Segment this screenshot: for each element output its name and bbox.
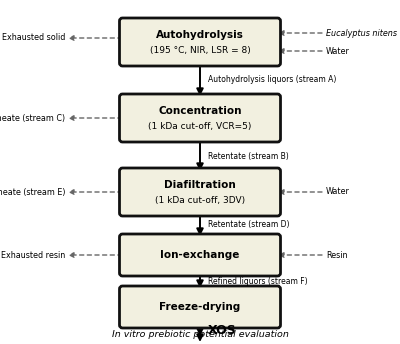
Text: Concentration: Concentration [158,106,242,116]
Text: Autohydrolysis: Autohydrolysis [156,30,244,40]
Text: (195 °C, NIR, LSR = 8): (195 °C, NIR, LSR = 8) [150,46,250,55]
FancyBboxPatch shape [120,234,280,276]
Text: Eucalyptus nitens wood: Eucalyptus nitens wood [326,29,400,37]
Text: (1 kDa cut-off, 3DV): (1 kDa cut-off, 3DV) [155,196,245,205]
Text: Ion-exchange: Ion-exchange [160,250,240,260]
FancyBboxPatch shape [120,94,280,142]
Text: Freeze-drying: Freeze-drying [159,302,241,312]
Text: Exhausted resin: Exhausted resin [1,250,65,259]
FancyBboxPatch shape [120,168,280,216]
Text: (1 kDa cut-off, VCR=5): (1 kDa cut-off, VCR=5) [148,122,252,131]
Text: Permeate (stream C): Permeate (stream C) [0,114,65,122]
Text: Autohydrolysis liquors (stream A): Autohydrolysis liquors (stream A) [208,75,336,85]
Text: Resin: Resin [326,250,348,259]
Text: Water: Water [326,187,350,196]
Text: Refined liquors (stream F): Refined liquors (stream F) [208,277,308,286]
Text: Retentate (stream B): Retentate (stream B) [208,151,289,161]
Text: Permeate (stream E): Permeate (stream E) [0,187,65,196]
Text: Water: Water [326,46,350,55]
Text: Diafiltration: Diafiltration [164,180,236,190]
Text: In vitro prebiotic potential evaluation: In vitro prebiotic potential evaluation [112,330,288,339]
Text: Exhausted solid: Exhausted solid [2,33,65,43]
FancyBboxPatch shape [120,286,280,328]
FancyBboxPatch shape [120,18,280,66]
Text: XOS: XOS [208,324,237,337]
Text: Retentate (stream D): Retentate (stream D) [208,221,290,229]
